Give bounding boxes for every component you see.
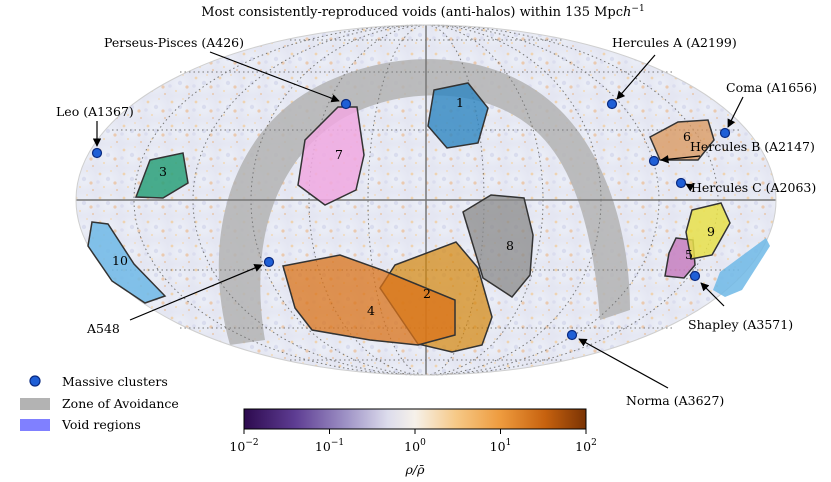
cluster-norma-marker (566, 329, 578, 341)
cluster-herculesC-label: Hercules C (A2063) (691, 180, 816, 195)
void-2-label: 2 (423, 286, 431, 301)
cluster-herculesC-marker (675, 177, 687, 189)
void-10 (87, 221, 167, 304)
legend-zoa-text: Zone of Avoidance (62, 396, 179, 411)
cluster-shapley-label: Shapley (A3571) (688, 317, 793, 332)
void-3 (134, 152, 189, 199)
void-9-label: 9 (707, 224, 715, 239)
cluster-perseus-marker (340, 98, 352, 110)
void-6-label: 6 (683, 129, 691, 144)
legend-zoa-swatch (20, 398, 50, 410)
arrow-coma (727, 96, 744, 128)
legend-cluster-icon (29, 375, 41, 387)
void-4 (282, 254, 456, 346)
legend-voids-text: Void regions (61, 417, 141, 432)
colorbar-tick-1: 10−1 (315, 438, 344, 454)
colorbar-tick-2: 100 (404, 438, 426, 454)
cluster-arrows (92, 51, 744, 389)
void-4-label: 4 (367, 303, 375, 318)
void-5-label: 5 (685, 247, 693, 262)
colorbar-tick-3: 101 (490, 438, 512, 454)
cluster-a548-label: A548 (86, 321, 120, 336)
cluster-herculesA-marker (606, 98, 618, 110)
sky-boundary (75, 24, 777, 376)
cluster-leo-label: Leo (A1367) (56, 104, 134, 119)
cluster-perseus-label: Perseus-Pisces (A426) (104, 35, 244, 50)
legend: Massive clusters Zone of Avoidance Void … (20, 374, 179, 432)
cluster-shapley-marker (689, 270, 701, 282)
void-1 (427, 82, 489, 149)
cluster-herculesB-label: Hercules B (A2147) (690, 139, 815, 154)
arrow-a548 (129, 264, 263, 321)
arrow-herculesC (685, 183, 695, 192)
void-9 (685, 202, 731, 260)
arrow-herculesB (660, 155, 701, 164)
cluster-markers (91, 98, 731, 341)
figure-title: Most consistently-reproduced voids (anti… (201, 4, 644, 20)
cluster-a548-marker (263, 256, 275, 268)
cluster-labels: Perseus-Pisces (A426) Hercules A (A2199)… (56, 35, 817, 408)
arrow-norma (578, 338, 669, 389)
void-labels: 1 2 3 4 5 6 7 8 9 10 (112, 95, 715, 318)
void-3-label: 3 (159, 164, 167, 179)
void-7 (297, 106, 365, 206)
colorbar-tick-0: 10−2 (229, 438, 258, 454)
void-6 (649, 119, 715, 161)
cluster-herculesA-label: Hercules A (A2199) (612, 35, 737, 50)
cluster-coma-marker (719, 127, 731, 139)
void-regions (87, 82, 770, 353)
arrow-herculesA (616, 54, 656, 100)
void-8 (462, 194, 534, 298)
colorbar-gradient (243, 408, 587, 430)
colorbar-ticks (243, 429, 587, 434)
colorbar-label: ρ/ρ̄ (405, 462, 426, 477)
void-7-label: 7 (335, 147, 343, 162)
void-1-label: 1 (456, 95, 464, 110)
arrow-shapley (700, 282, 725, 307)
void-10-label: 10 (112, 253, 128, 268)
cluster-leo-marker (91, 147, 103, 159)
legend-void-swatch (20, 419, 50, 431)
arrow-perseus (209, 51, 340, 103)
cluster-coma-label: Coma (A1656) (726, 80, 817, 95)
void-10-wrap (713, 238, 770, 297)
cluster-norma-label: Norma (A3627) (626, 393, 724, 408)
cluster-herculesB-marker (648, 155, 660, 167)
legend-clusters-text: Massive clusters (62, 374, 168, 389)
colorbar-tick-4: 102 (575, 438, 597, 454)
void-8-label: 8 (506, 238, 514, 253)
colorbar: 10−2 10−1 100 101 102 ρ/ρ̄ (229, 408, 597, 477)
